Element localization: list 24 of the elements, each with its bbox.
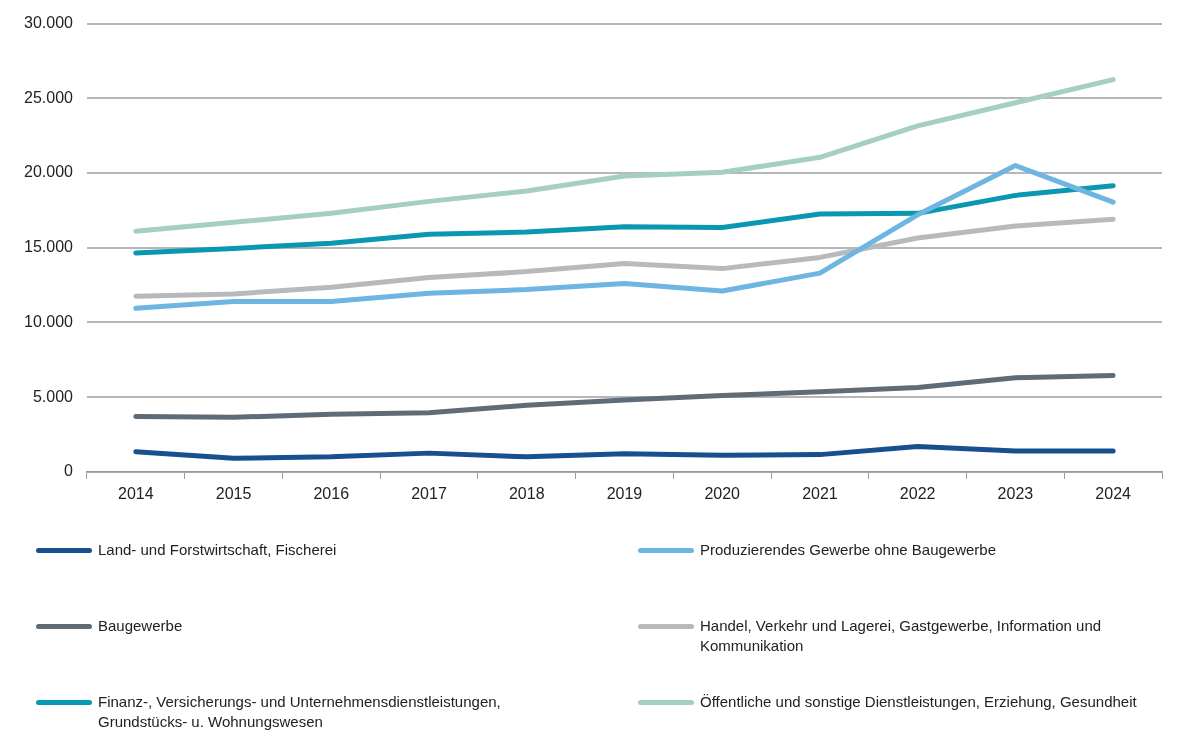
x-tick-label: 2020 [704,484,741,502]
x-tick-label: 2017 [411,484,447,502]
x-tick-label: 2022 [899,484,936,502]
y-tick-label: 5.000 [32,387,74,405]
x-tick-label: 2021 [802,484,838,502]
legend-label: Handel, Verkehr und Lagerei, Gastgewerbe, Information und Kommunikation [700,616,1103,656]
x-tick-label: 2016 [313,484,350,502]
legend-label: Produzierendes Gewerbe ohne Baugewerbe [700,540,997,560]
x-tick-label: 2014 [118,484,154,502]
x-tick-label: 2018 [508,484,545,502]
x-tick-label: 2019 [606,484,643,502]
legend-label: Finanz-, Versicherungs- und Unternehmensdienstleistungen, Grundstücks- u. Wohnungswesen [98,692,502,732]
y-tick-label: 30.000 [24,14,74,32]
y-tick-label: 20.000 [24,163,74,181]
y-tick-label: 15.000 [24,238,74,256]
legend-label: Öffentliche und sonstige Dienstleistungen, Erziehung, Gesundheit [700,692,1137,712]
y-tick-label: 0 [64,462,74,480]
y-tick-label: 25.000 [24,88,74,106]
legend-label: Land- und Forstwirtschaft, Fischerei [98,540,337,560]
x-tick-label: 2015 [215,484,252,502]
legend-label: Baugewerbe [98,616,183,636]
x-tick-label: 2023 [997,484,1034,502]
y-tick-label: 10.000 [24,312,74,330]
x-tick-label: 2024 [1095,484,1132,502]
